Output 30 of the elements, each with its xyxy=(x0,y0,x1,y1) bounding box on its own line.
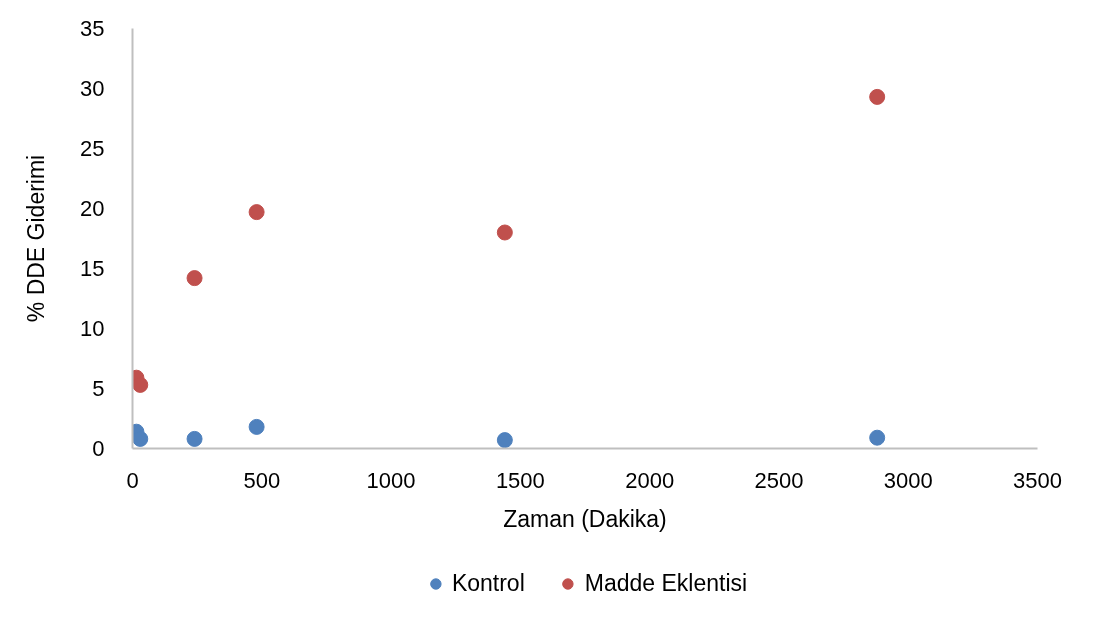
legend-label: Madde Eklentisi xyxy=(584,569,748,597)
y-tick-label: 35 xyxy=(80,16,105,41)
x-tick-label: 3500 xyxy=(1013,467,1062,493)
y-axis-title: % DDE Giderimi xyxy=(23,154,50,323)
point xyxy=(496,432,513,449)
point xyxy=(496,224,513,241)
y-tick-label: 0 xyxy=(92,436,105,461)
x-tick-label: 2500 xyxy=(754,467,804,493)
point xyxy=(186,270,203,287)
legend-label: Kontrol xyxy=(451,569,525,597)
x-tick-label: 1500 xyxy=(495,467,545,493)
x-tick-label: 2000 xyxy=(625,467,675,493)
x-axis-title: Zaman (Dakika) xyxy=(503,505,667,532)
y-tick-label: 30 xyxy=(80,76,105,101)
y-tick-label: 5 xyxy=(92,376,105,401)
y-tick-label: 25 xyxy=(80,136,105,161)
x-tick-label: 1000 xyxy=(366,467,416,493)
y-tick-label: 20 xyxy=(80,196,105,221)
point xyxy=(248,418,265,435)
x-tick-label: 500 xyxy=(243,467,281,493)
point xyxy=(248,204,265,221)
point xyxy=(132,376,149,393)
point xyxy=(869,429,886,446)
x-tick-label: 0 xyxy=(126,467,139,493)
y-tick-label: 15 xyxy=(80,256,105,281)
point xyxy=(186,430,203,447)
point xyxy=(869,88,886,105)
point xyxy=(132,430,149,447)
x-tick-label: 3000 xyxy=(883,467,933,493)
y-tick-label: 10 xyxy=(80,316,105,341)
